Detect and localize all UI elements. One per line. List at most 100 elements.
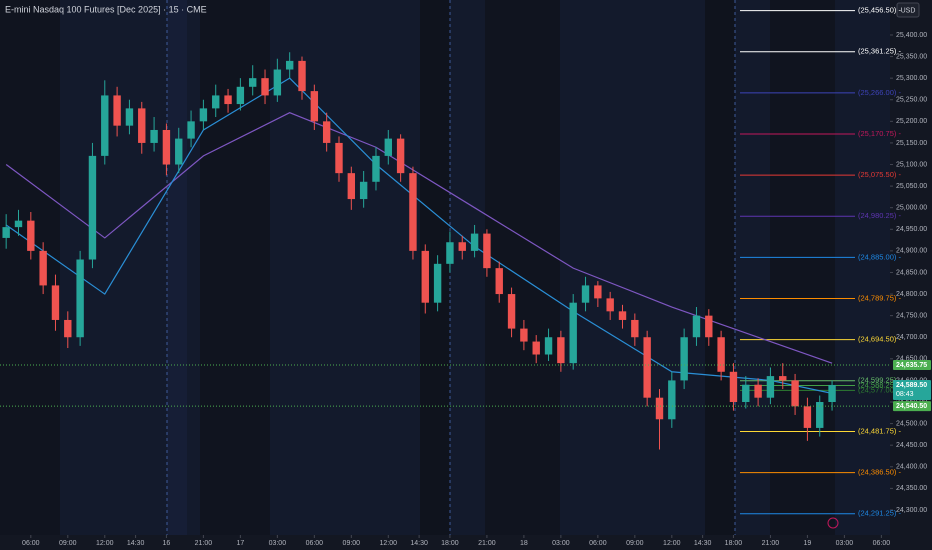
price-badge-label: 24,589.50 [896,382,927,389]
candle-body [828,384,836,403]
x-tick-label: 14:30 [694,540,712,547]
x-tick-label: 21:00 [195,540,213,547]
y-tick-label: 24,950.00 [896,226,927,233]
y-tick-label: 24,450.00 [896,442,927,449]
candle-body [544,337,553,355]
y-tick-label: 25,150.00 [896,140,927,147]
candle-body [138,108,146,143]
candle-body [779,376,787,381]
level-label: (24,291.25) - [858,509,901,518]
level-label: (24,577.00) - [858,385,901,394]
y-tick-label: 24,800.00 [896,291,927,298]
x-tick-label: 03:00 [836,540,854,547]
candle-body [532,341,540,355]
candle-body [655,397,664,420]
candle-body [396,138,405,174]
candle-body [27,220,35,251]
candle-body [594,285,602,299]
currency-box [896,2,920,18]
x-tick-label: 18:00 [441,540,459,547]
x-tick-label: 09:00 [626,540,644,547]
candle-body [199,108,208,122]
x-tick-label: 19 [804,540,812,547]
candle-body [175,138,183,165]
candle-body [101,95,109,156]
candle-body [643,337,651,398]
candle-body [581,285,590,303]
x-tick-label: 17 [236,540,244,547]
x-tick-label: 03:00 [269,540,287,547]
level-label: (25,266.00) - [858,88,901,97]
x-tick-label: 18 [520,540,528,547]
level-label: (24,885.00) - [858,252,901,261]
currency: USD [901,7,916,14]
y-tick-label: 24,750.00 [896,312,927,319]
candle-body [606,298,614,312]
candle-body [64,319,72,338]
y-tick-label: 25,000.00 [896,205,927,212]
candle-body [421,250,429,303]
candle-body [483,233,491,269]
level-label: (24,599.25) - [858,376,901,385]
candle-body [39,250,47,286]
candle-body [705,315,713,338]
candle-body [680,337,688,381]
price-badge [893,379,931,400]
x-tick-label: 06:00 [873,540,891,547]
x-tick-label: 03:00 [552,540,570,547]
y-tick-label: 25,050.00 [896,183,927,190]
y-tick-label: 24,400.00 [896,464,927,471]
candle-body [458,242,466,251]
candle-body [384,138,392,156]
price-badge [893,401,931,412]
y-tick-label: 24,350.00 [896,485,927,492]
candle-body [14,220,23,228]
candle-body [495,268,503,295]
candle-body [754,384,762,398]
candle-body [273,69,282,96]
candle-body [322,121,331,143]
level-label: (25,075.50) - [858,170,901,179]
candle-body [729,371,738,403]
session-shade [0,0,60,535]
x-tick-label: 21:00 [478,540,496,547]
y-tick-label: 25,100.00 [896,161,927,168]
session-shade [167,0,187,535]
candle-body [742,384,750,403]
candle-body [631,319,639,338]
y-tick-label: 24,850.00 [896,269,927,276]
session-shade [200,0,270,535]
x-tick-label: 09:00 [59,540,77,547]
candle-body [791,380,799,407]
chart-title: E-mini Nasdaq 100 Futures [Dec 2025] · 1… [5,4,207,14]
candle-body [125,108,134,126]
level-label: (25,361.25) - [858,47,901,56]
time-axis [0,535,890,550]
candle-body [692,315,701,338]
x-tick-label: 14:30 [410,540,428,547]
candle-body [261,78,269,96]
x-tick-label: 12:00 [663,540,681,547]
candle-body [298,60,306,92]
x-tick-label: 06:00 [306,540,324,547]
candle-body [88,155,97,260]
x-tick-label: 14:30 [127,540,145,547]
candle-body [372,155,380,182]
candle-body [113,95,121,126]
x-tick-label: 16 [163,540,171,547]
level-label: (24,481.75) - [858,426,901,435]
x-tick-label: 21:00 [762,540,780,547]
candle-body [51,285,60,320]
x-tick-label: 06:00 [589,540,607,547]
candle-body [717,337,725,372]
candle-body [236,86,245,105]
level-label: (24,588.25) - [858,380,901,389]
price-axis [890,0,932,550]
x-tick-label: 12:00 [380,540,398,547]
candle-body [446,242,454,264]
price-badge [893,359,931,370]
candle-body [668,380,676,420]
candle-body [310,91,319,122]
candle-body [76,259,84,338]
level-label: (24,386.50) - [858,468,901,477]
